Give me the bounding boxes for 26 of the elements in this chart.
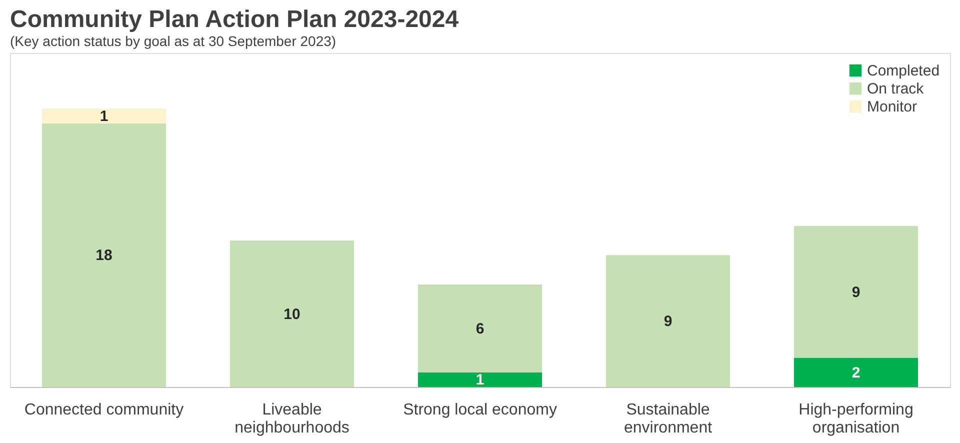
bar — [42, 108, 166, 124]
bar — [606, 255, 730, 387]
x-tick-label: Liveable neighbourhoods — [234, 402, 350, 436]
legend-label: On track — [867, 80, 924, 98]
x-tick-label: Strong local economy — [403, 402, 557, 418]
data-label: 9 — [664, 313, 672, 330]
data-label: 10 — [284, 306, 300, 323]
bar — [230, 240, 354, 387]
bar — [794, 358, 918, 387]
chart-title: Community Plan Action Plan 2023-2024 — [10, 6, 460, 33]
bar — [794, 226, 918, 358]
legend-label: Monitor — [867, 98, 918, 116]
data-label: 2 — [852, 364, 860, 382]
bar — [418, 372, 542, 387]
data-label: 1 — [100, 108, 108, 125]
legend-label: Completed — [867, 62, 940, 80]
data-label: 1 — [476, 372, 484, 389]
bar — [418, 284, 542, 372]
data-label: 18 — [96, 247, 112, 264]
bar — [42, 123, 166, 387]
x-tick-label: High-performing organisation — [798, 402, 914, 436]
x-tick-label: Connected community — [24, 402, 184, 418]
data-label: 9 — [852, 284, 860, 301]
data-label: 6 — [476, 320, 484, 338]
chart-subtitle: (Key action status by goal as at 30 September 2023) — [10, 33, 336, 49]
x-tick-label: Sustainable environment — [624, 402, 713, 436]
